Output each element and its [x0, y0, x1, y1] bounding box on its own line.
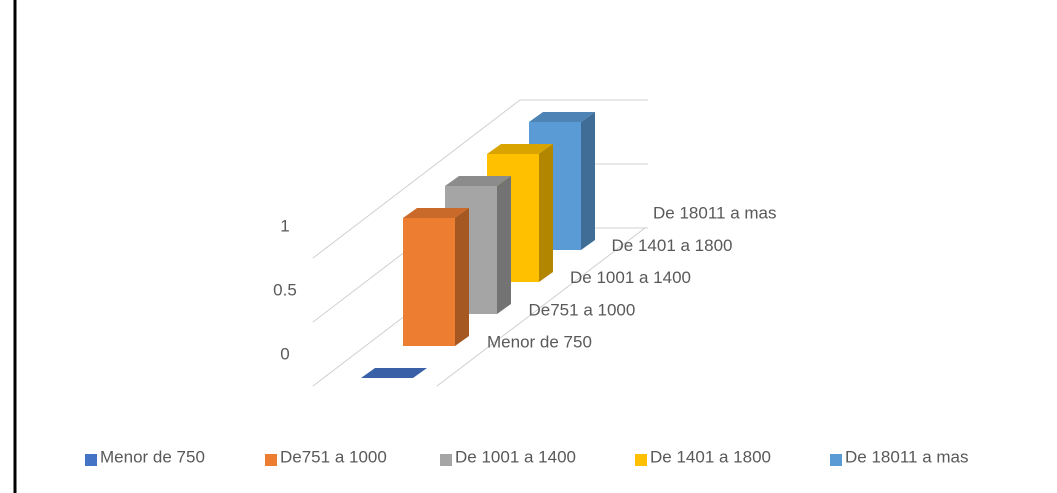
depth-axis-label: De 18011 a mas — [653, 204, 776, 223]
bar-top — [487, 144, 553, 154]
y-tick-label: 1 — [280, 216, 289, 235]
bar-side — [539, 144, 553, 282]
legend-label: De 1001 a 1400 — [455, 447, 576, 466]
depth-axis-label: De 1401 a 1800 — [612, 236, 733, 255]
legend-label: De751 a 1000 — [280, 447, 387, 466]
depth-axis-label: Menor de 750 — [487, 332, 592, 351]
bar-top — [445, 176, 511, 186]
bar-top — [361, 368, 427, 378]
bar-side — [497, 176, 511, 314]
bar-side — [455, 208, 469, 346]
depth-axis-label: De751 a 1000 — [529, 300, 636, 319]
legend-label: Menor de 750 — [100, 447, 205, 466]
legend-swatch — [635, 454, 647, 466]
grid-line — [312, 99, 648, 259]
floor-edge — [436, 227, 646, 387]
depth-axis-label: De 1001 a 1400 — [570, 268, 691, 287]
legend-label: De 1401 a 1800 — [650, 447, 771, 466]
bar-top — [529, 112, 595, 122]
bar-top — [403, 208, 469, 218]
legend-label: De 18011 a mas — [845, 447, 968, 466]
bar — [403, 218, 455, 346]
y-tick-label: 0 — [280, 344, 289, 363]
legend-swatch — [440, 454, 452, 466]
y-tick-label: 0.5 — [273, 280, 297, 299]
bar-side — [581, 112, 595, 250]
legend-swatch — [265, 454, 277, 466]
legend-swatch — [85, 454, 97, 466]
legend-swatch — [830, 454, 842, 466]
